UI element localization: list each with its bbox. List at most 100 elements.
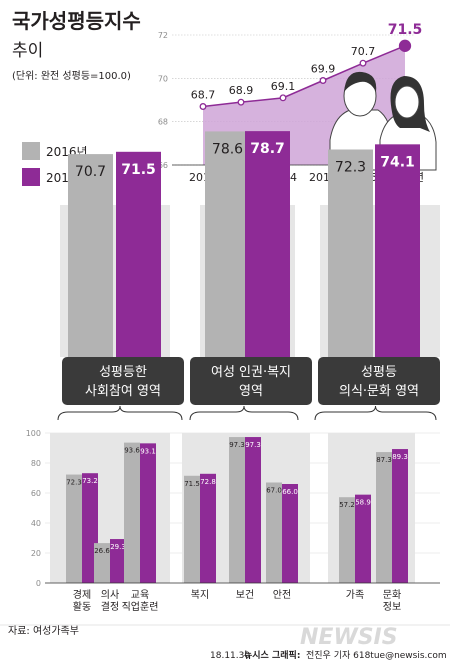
sub-bar-2016 [184, 475, 200, 583]
sub-bar-2017 [110, 539, 126, 583]
couple-illustration [329, 71, 437, 171]
sub-value-2017: 93.1 [140, 447, 156, 455]
legend-swatch-2017 [22, 168, 40, 186]
brace-line [57, 405, 183, 421]
sub-y-tick: 60 [31, 489, 41, 498]
sub-bar-2017 [392, 449, 408, 583]
sub-value-2016: 57.2 [339, 501, 355, 509]
trend-point [398, 39, 412, 52]
trend-line [202, 45, 406, 108]
trend-value-label: 70.7 [351, 45, 376, 58]
sub-value-2017: 73.2 [82, 477, 98, 485]
legend-swatch-2016 [22, 142, 40, 160]
sub-x-label: 교육 [131, 589, 149, 601]
trend-y-tick: 72 [158, 31, 168, 40]
domain-label-text: 성평등 [361, 365, 397, 380]
domain-label-text: 여성 인권·복지 [211, 365, 291, 380]
sub-bar-2016 [266, 482, 282, 583]
braces [57, 405, 437, 421]
trend-point [359, 59, 367, 67]
domain-bar-2016 [328, 149, 373, 357]
sub-bar-2016 [94, 543, 110, 583]
sub-x-label: 직업훈련 [122, 600, 159, 613]
sub-y-tick: 80 [31, 459, 41, 468]
footer-agency: 뉴시스 그래픽: [244, 649, 300, 661]
sub-value-2016: 72.3 [66, 479, 82, 487]
trend-point [319, 77, 327, 84]
sub-x-label: 보건 [236, 589, 254, 601]
sub-value-2017: 97.3 [245, 441, 261, 449]
sub-value-2017: 89.3 [392, 453, 408, 461]
trend-value-label: 68.7 [191, 89, 216, 102]
domain-bar-2017 [375, 144, 420, 357]
domain-label-box [190, 357, 312, 405]
sub-value-2017: 72.8 [200, 478, 216, 486]
sub-bar-2016 [124, 442, 140, 583]
sub-x-label: 활동 [73, 600, 91, 613]
domain-bar-2017 [245, 131, 290, 357]
brace-line [189, 405, 299, 421]
domain-label-text: 사회참여 영역 [85, 384, 161, 399]
sub-x-label: 결정 [101, 601, 119, 613]
sub-bar-2016 [66, 474, 82, 583]
sub-bar-2016 [376, 452, 392, 583]
sub-x-label: 안전 [273, 589, 291, 601]
sub-value-2017: 29.3 [110, 543, 126, 551]
sub-x-label: 경제 [73, 588, 91, 601]
sub-y-tick: 40 [31, 519, 41, 528]
footer-date: 18.11.30 [210, 651, 250, 661]
trend-value-label: 68.9 [229, 84, 254, 97]
sub-value-2016: 97.3 [229, 441, 245, 449]
domain-value-2017: 74.1 [380, 154, 415, 170]
domain-bar-2016 [68, 154, 113, 357]
sub-bar-2016 [339, 497, 355, 583]
sub-value-2016: 93.6 [124, 447, 140, 455]
sub-bar-2017 [245, 437, 261, 583]
domain-bar-2016 [205, 131, 250, 357]
sub-x-label: 의사 [101, 589, 119, 601]
footer-credit: 전진우 기자 618tue@newsis.com [306, 650, 447, 661]
sub-value-2016: 67.0 [266, 487, 282, 495]
sub-y-tick: 100 [26, 429, 41, 438]
page-subtitle: 추이 [12, 41, 43, 61]
sub-x-label: 문화 [383, 589, 401, 601]
unit-note: (단위: 완전 성평등=100.0) [12, 69, 131, 82]
domain-bar-2017 [116, 151, 161, 357]
trend-point [199, 103, 207, 110]
trend-value-label: 71.5 [388, 22, 423, 38]
domain-bar-chart: 70.7 71.5 78.6 78.7 72.3 74.1 [60, 131, 440, 357]
sub-value-2016: 26.6 [94, 547, 110, 555]
sub-value-2017: 58.9 [355, 499, 371, 507]
domain-label-text: 의식·문화 영역 [339, 384, 419, 399]
page-title: 국가성평등지수 [12, 9, 141, 33]
sub-bar-2017 [355, 494, 371, 583]
trend-point [279, 94, 287, 102]
brace-line [314, 405, 437, 421]
sub-bar-2017 [282, 484, 298, 583]
trend-y-tick: 68 [158, 118, 168, 127]
logo-watermark: NEWSIS [300, 625, 398, 650]
domain-value-2017: 71.5 [121, 162, 156, 178]
domain-label-text: 영역 [239, 384, 263, 399]
trend-value-label: 69.1 [271, 80, 296, 93]
source-note: 자료: 여성가족부 [8, 625, 79, 637]
trend-y-tick: 66 [158, 161, 168, 170]
sub-bar-2017 [200, 473, 216, 583]
sub-x-label: 가족 [346, 589, 364, 601]
sub-y-tick: 0 [36, 579, 41, 588]
domain-label-text: 성평등한 [99, 365, 147, 380]
sub-x-label: 정보 [383, 601, 401, 613]
trend-point [237, 98, 245, 106]
domain-value-2016: 72.3 [335, 159, 366, 175]
sub-bar-2016 [229, 437, 245, 583]
sub-value-2017: 66.0 [282, 488, 298, 496]
sub-value-2016: 87.3 [376, 456, 392, 464]
sub-y-tick: 20 [31, 549, 41, 558]
domain-value-2016: 70.7 [75, 164, 106, 180]
domain-label-box [62, 357, 184, 405]
trend-y-tick: 70 [158, 74, 168, 83]
sub-bar-2017 [140, 443, 156, 583]
